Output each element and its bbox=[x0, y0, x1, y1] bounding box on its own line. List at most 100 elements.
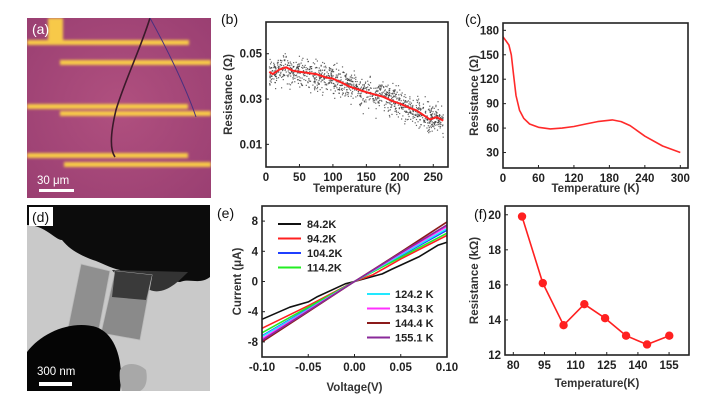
scatter-point bbox=[321, 72, 323, 74]
scatter-point bbox=[325, 75, 328, 77]
scatter-point bbox=[412, 99, 414, 102]
scatter-point bbox=[424, 118, 426, 120]
scatter-point bbox=[328, 82, 330, 84]
scatter-point bbox=[433, 107, 435, 109]
scatter-point bbox=[397, 104, 399, 106]
scatter-point bbox=[385, 93, 387, 96]
scatter-point bbox=[320, 64, 322, 66]
scatter-point bbox=[350, 78, 352, 80]
scatter-point bbox=[350, 74, 353, 76]
scatter-point bbox=[332, 71, 335, 73]
scatter-point bbox=[300, 80, 302, 82]
scatter-point bbox=[328, 67, 330, 69]
scatter-point bbox=[337, 89, 339, 91]
scatter-point bbox=[380, 99, 382, 102]
x-tick-label: 50 bbox=[293, 172, 306, 184]
scatter-point bbox=[383, 95, 385, 97]
scatter-point bbox=[363, 84, 365, 86]
scatter-point bbox=[429, 111, 432, 114]
scatter-point bbox=[273, 78, 275, 80]
scatter-point bbox=[360, 92, 362, 94]
y-tick-label: 0.01 bbox=[240, 139, 263, 151]
scatter-point bbox=[432, 111, 434, 113]
scatter-point bbox=[427, 119, 429, 121]
scatter-point bbox=[362, 99, 364, 101]
scatter-point bbox=[325, 83, 327, 85]
scatter-point bbox=[405, 111, 407, 113]
scatter-point bbox=[282, 73, 285, 76]
scatter-point bbox=[288, 62, 290, 64]
scatter-point bbox=[347, 79, 350, 81]
legend-label: 114.2K bbox=[307, 263, 342, 275]
scatter-point bbox=[340, 88, 342, 90]
scatter-point bbox=[335, 68, 338, 70]
scatter-point bbox=[284, 59, 286, 61]
x-tick-label: 250 bbox=[424, 172, 443, 184]
data-point bbox=[665, 331, 674, 340]
scatter-point bbox=[409, 103, 411, 106]
scatter-point bbox=[433, 122, 435, 124]
scatter-point bbox=[308, 86, 310, 88]
scatter-point bbox=[322, 61, 324, 64]
scatter-point bbox=[347, 83, 349, 85]
scatter-point bbox=[303, 78, 305, 81]
scatter-point bbox=[418, 105, 421, 107]
scatter-point bbox=[412, 116, 414, 118]
scatter-point bbox=[380, 86, 382, 88]
scatter-point bbox=[394, 94, 397, 96]
scatter-point bbox=[326, 84, 328, 86]
scatter-point bbox=[422, 107, 424, 110]
scatter-point bbox=[299, 77, 301, 79]
scatter-point bbox=[414, 114, 416, 116]
scatter-point bbox=[298, 76, 300, 78]
scatter-point bbox=[335, 74, 337, 76]
scatter-point bbox=[386, 91, 388, 93]
scatter-point bbox=[314, 86, 316, 88]
scatter-point bbox=[311, 70, 313, 73]
scatter-point bbox=[428, 132, 430, 134]
scatter-point bbox=[269, 67, 271, 70]
scatter-point bbox=[330, 80, 332, 82]
dark-particle bbox=[27, 324, 121, 391]
scatter-point bbox=[420, 113, 422, 116]
scatter-point bbox=[269, 63, 272, 65]
scatter-point bbox=[330, 89, 332, 91]
scatter-point bbox=[344, 92, 347, 94]
scatter-point bbox=[351, 83, 353, 86]
scatter-point bbox=[323, 62, 326, 65]
scatter-point bbox=[400, 95, 403, 97]
scatter-point bbox=[297, 69, 299, 71]
scatter-point bbox=[433, 126, 435, 128]
scatter-point bbox=[419, 107, 421, 109]
scatter-point bbox=[277, 67, 280, 69]
scatter-point bbox=[316, 60, 319, 62]
scatter-point bbox=[388, 109, 390, 111]
scatter-point bbox=[376, 97, 378, 100]
scatter-point bbox=[435, 111, 437, 113]
scatter-point bbox=[402, 102, 404, 105]
x-tick-label: 300 bbox=[671, 173, 690, 185]
scatter-point bbox=[388, 90, 390, 92]
scatter-point bbox=[432, 106, 434, 108]
scatter-point bbox=[350, 76, 352, 78]
scatter-point bbox=[422, 103, 425, 105]
scatter-point bbox=[280, 64, 282, 66]
scatter-point bbox=[289, 67, 292, 69]
scatter-point bbox=[427, 101, 430, 103]
scatter-point bbox=[440, 123, 442, 126]
scatter-point bbox=[295, 68, 298, 70]
scatter-point bbox=[410, 111, 412, 113]
x-tick-label: -0.05 bbox=[295, 362, 322, 374]
scatter-point bbox=[296, 66, 298, 68]
scatter-point bbox=[418, 127, 420, 129]
scatter-point bbox=[394, 108, 396, 110]
scatter-point bbox=[352, 88, 354, 90]
scatter-point bbox=[300, 62, 302, 64]
scatter-point bbox=[359, 93, 361, 95]
scatter-point bbox=[401, 92, 403, 94]
y-axis-title: Resistance (kΩ) bbox=[469, 237, 481, 324]
scatter-point bbox=[348, 83, 350, 85]
scatter-point bbox=[359, 81, 361, 83]
scatter-point bbox=[313, 74, 315, 76]
scatter-point bbox=[342, 71, 344, 73]
